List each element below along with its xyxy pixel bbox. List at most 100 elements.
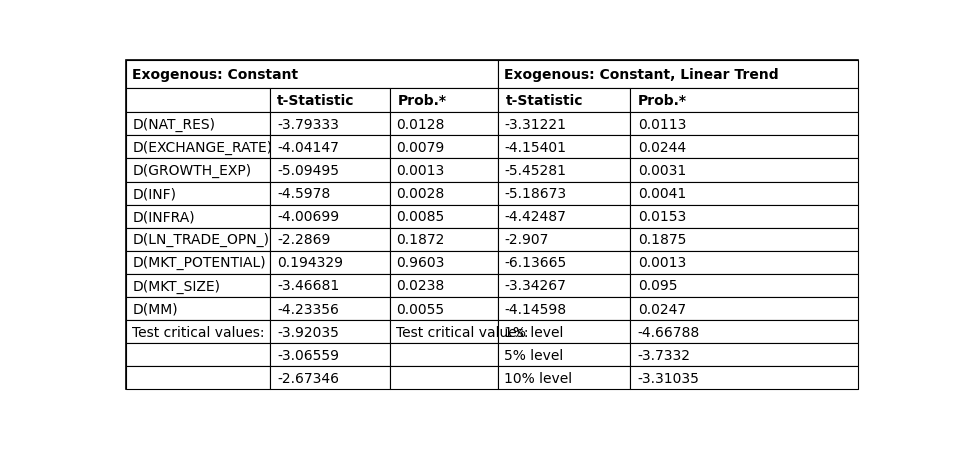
Text: 0.095: 0.095 <box>637 279 677 293</box>
Bar <box>270 274 390 298</box>
Bar <box>630 298 858 320</box>
Bar <box>630 113 858 136</box>
Bar <box>390 159 498 182</box>
Bar <box>630 251 858 274</box>
Bar <box>630 136 858 159</box>
Text: 0.0031: 0.0031 <box>637 164 686 177</box>
Text: 0.0028: 0.0028 <box>396 187 444 201</box>
Bar <box>498 182 630 205</box>
Bar <box>630 228 858 251</box>
Text: 0.0153: 0.0153 <box>637 210 686 224</box>
Text: 0.194329: 0.194329 <box>277 256 344 270</box>
Text: -4.14598: -4.14598 <box>504 302 566 316</box>
Text: -5.09495: -5.09495 <box>277 164 339 177</box>
Bar <box>390 182 498 205</box>
Text: -3.31035: -3.31035 <box>637 371 700 385</box>
Bar <box>498 61 858 88</box>
Text: -3.46681: -3.46681 <box>277 279 340 293</box>
Bar <box>270 113 390 136</box>
Text: D(INF): D(INF) <box>132 187 177 201</box>
Bar <box>630 320 858 344</box>
Bar <box>126 320 270 344</box>
Bar <box>390 344 498 367</box>
Text: Test critical values:: Test critical values: <box>132 325 265 339</box>
Bar <box>630 274 858 298</box>
Bar <box>270 228 390 251</box>
Bar <box>126 136 270 159</box>
Text: 0.0079: 0.0079 <box>396 141 444 155</box>
Bar <box>270 136 390 159</box>
Text: -3.34267: -3.34267 <box>504 279 566 293</box>
Text: D(MKT_SIZE): D(MKT_SIZE) <box>132 279 221 293</box>
Bar <box>498 159 630 182</box>
Text: -3.79333: -3.79333 <box>277 117 339 131</box>
Text: Prob.*: Prob.* <box>637 94 686 108</box>
Text: Test critical values:: Test critical values: <box>396 325 528 339</box>
Bar <box>270 344 390 367</box>
Bar <box>126 298 270 320</box>
Text: 1% level: 1% level <box>504 325 564 339</box>
Text: 0.0085: 0.0085 <box>396 210 444 224</box>
Text: D(EXCHANGE_RATE): D(EXCHANGE_RATE) <box>132 141 273 155</box>
Bar <box>498 367 630 389</box>
Bar <box>270 182 390 205</box>
Text: 0.0113: 0.0113 <box>637 117 686 131</box>
Bar <box>630 367 858 389</box>
Text: -3.92035: -3.92035 <box>277 325 339 339</box>
Bar <box>630 182 858 205</box>
Text: -4.04147: -4.04147 <box>277 141 339 155</box>
Bar <box>498 136 630 159</box>
Bar <box>390 298 498 320</box>
Text: 0.0013: 0.0013 <box>637 256 686 270</box>
Text: -3.31221: -3.31221 <box>504 117 566 131</box>
Bar <box>270 205 390 228</box>
Text: -4.23356: -4.23356 <box>277 302 339 316</box>
Text: D(MM): D(MM) <box>132 302 178 316</box>
Text: t-Statistic: t-Statistic <box>277 94 355 108</box>
Text: Exogenous: Constant, Linear Trend: Exogenous: Constant, Linear Trend <box>504 68 779 81</box>
Bar <box>630 159 858 182</box>
Bar <box>390 251 498 274</box>
Text: -3.06559: -3.06559 <box>277 348 339 362</box>
Text: -5.45281: -5.45281 <box>504 164 566 177</box>
Bar <box>498 88 630 113</box>
Text: D(LN_TRADE_OPN_): D(LN_TRADE_OPN_) <box>132 233 270 247</box>
Text: -4.15401: -4.15401 <box>504 141 566 155</box>
Bar <box>498 320 630 344</box>
Bar <box>390 274 498 298</box>
Bar <box>498 251 630 274</box>
Bar <box>630 88 858 113</box>
Bar <box>390 88 498 113</box>
Text: -4.42487: -4.42487 <box>504 210 566 224</box>
Bar <box>270 159 390 182</box>
Text: -4.00699: -4.00699 <box>277 210 340 224</box>
Bar <box>390 320 498 344</box>
Bar <box>390 228 498 251</box>
Bar <box>126 251 270 274</box>
Bar <box>126 367 270 389</box>
Bar <box>498 228 630 251</box>
Bar <box>126 61 498 88</box>
Bar <box>270 88 390 113</box>
Bar <box>126 344 270 367</box>
Bar <box>270 251 390 274</box>
Bar <box>270 320 390 344</box>
Bar <box>498 344 630 367</box>
Bar <box>498 113 630 136</box>
Text: 0.9603: 0.9603 <box>396 256 444 270</box>
Text: t-Statistic: t-Statistic <box>506 94 584 108</box>
Bar <box>630 205 858 228</box>
Bar <box>126 274 270 298</box>
Bar <box>126 88 270 113</box>
Text: D(INFRA): D(INFRA) <box>132 210 195 224</box>
Text: -6.13665: -6.13665 <box>504 256 566 270</box>
Text: D(GROWTH_EXP): D(GROWTH_EXP) <box>132 163 252 177</box>
Bar <box>390 367 498 389</box>
Bar <box>498 298 630 320</box>
Bar <box>390 205 498 228</box>
Bar <box>126 159 270 182</box>
Text: 5% level: 5% level <box>504 348 564 362</box>
Bar <box>126 182 270 205</box>
Text: 0.0244: 0.0244 <box>637 141 685 155</box>
Bar <box>498 274 630 298</box>
